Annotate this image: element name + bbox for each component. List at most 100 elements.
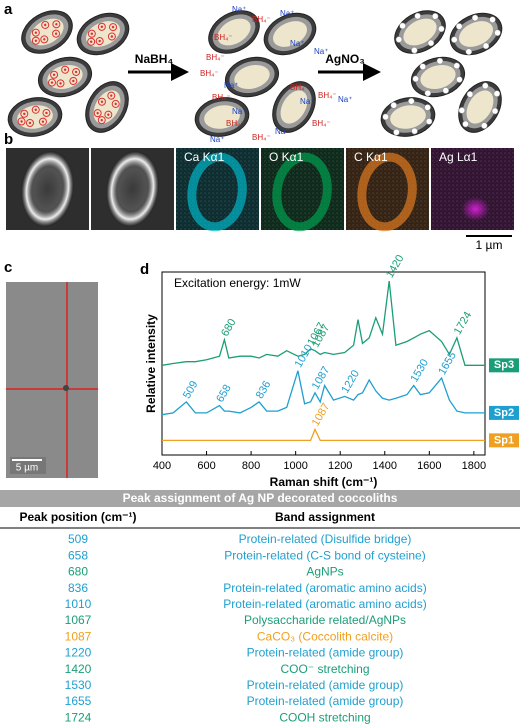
coccolith-rim [106,151,159,227]
series-tag [489,358,519,373]
table-cell: Protein-related (amide group) [247,694,404,708]
binding-site [97,22,106,31]
binding-site [104,110,113,119]
ion-label: Na⁺ [232,107,246,116]
binding-site-core [89,40,93,43]
ag-particle [390,102,398,109]
peak-label: 658 [214,383,234,405]
binding-site [107,91,116,100]
binding-site-core [50,81,54,84]
binding-site [95,37,104,46]
coccolith [380,97,436,137]
element-map [187,152,247,232]
ion-label: BH₄⁻ [252,15,271,24]
ag-particle [425,118,433,125]
table-cell: 1010 [65,597,92,611]
binding-site-core [100,118,103,122]
ion-label: Na⁺ [280,9,294,18]
binding-site-core [107,113,110,116]
coccolith-rim [21,151,74,227]
ag-particle [462,120,469,128]
ag-particle [442,87,449,94]
ag-particle [393,128,400,136]
ag-particle [451,36,458,43]
ag-particle [412,75,419,83]
table-cell: Protein-related (amide group) [247,646,404,660]
binding-site [61,65,70,74]
panel-b: Ca Kα1 O Kα1 C Kα1 Ag Lα1 1 µm [6,148,514,252]
binding-site [41,20,50,29]
coccolith [21,10,73,54]
table-cell: Protein-related (Disulfide bridge) [239,532,412,546]
x-tick-label: 1000 [283,460,307,472]
ag-particle [395,36,403,43]
element-map [357,152,417,232]
coccolith [449,12,503,56]
panel-d: 400 600 800 1000 1200 1400 1600 1800 Raman shift… [144,253,519,489]
table-cell: COO⁻ stretching [280,662,369,676]
binding-site [52,20,61,29]
table-cell: 1420 [65,662,92,676]
reagent: NaBH₄ [135,52,174,66]
binding-site-core [23,112,26,116]
ag-particle [424,89,432,97]
panel-c: 5 µm [6,282,98,478]
ag-particle [455,23,463,30]
series-name: Sp2 [494,407,514,419]
y-axis-label: Relative intensity [144,314,158,413]
ion-label: BH₄⁻ [318,91,337,100]
element-map [272,152,332,232]
series-name: Sp1 [494,434,514,446]
coccolith-center [234,64,270,90]
table-cell: Protein-related (aromatic amino acids) [223,581,426,595]
ion-label: Na⁺ [290,39,304,48]
coccolith [7,97,63,137]
binding-site-core [111,25,115,29]
ag-particle [494,29,501,37]
x-tick-label: 600 [197,460,215,472]
peak-label: 509 [181,379,201,401]
scale-box [10,457,46,474]
binding-site-core [90,32,94,35]
table-cell: 1067 [65,613,92,627]
peak-label: 1087 [310,401,333,428]
table-cell: AgNPs [306,565,343,579]
coccolith-center [204,105,240,129]
peak-label: 1420 [384,253,407,280]
coccolith [458,81,502,133]
coccolith [208,10,260,54]
ag-particle [453,62,460,70]
ag-particle [419,63,427,70]
binding-site-core [55,23,58,26]
binding-site [20,109,29,118]
binding-site [93,109,102,118]
peak-label: 1220 [339,368,362,395]
binding-site-core [43,38,46,41]
panel-letter: c [4,259,12,276]
binding-site-core [34,31,38,34]
binding-site [42,108,51,117]
panel-a: NaBH₄ AgNO₃Na⁺BH₄⁻Na⁺BH₄⁻Na⁺BH₄⁻Na⁺BH₄⁻Na… [7,5,503,144]
ion-label: BH₄⁻ [312,119,331,128]
binding-site-core [45,111,48,115]
ion-label: Na⁺ [314,47,328,56]
binding-site [97,116,106,125]
coccolith-center [466,90,494,124]
ag-particle [482,82,489,90]
ag-particle [424,104,431,111]
x-tick-label: 1200 [328,460,352,472]
binding-site [25,118,34,127]
coccolith [85,81,129,133]
binding-site [107,32,116,41]
ag-particle [427,39,435,47]
ag-particle [411,127,418,135]
coccolith-center [47,64,83,90]
binding-site-core [100,25,104,29]
coccolith [410,56,466,98]
binding-site-core [20,120,23,123]
binding-site-core [110,94,113,97]
ion-label: Na⁺ [210,135,224,144]
peak-label: 1530 [408,357,431,384]
peak-label: 836 [254,379,274,401]
binding-site [56,79,65,88]
